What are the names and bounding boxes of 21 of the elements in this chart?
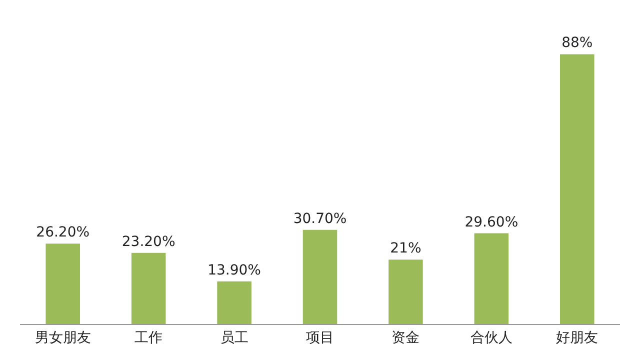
bar: [131, 252, 166, 324]
x-tick-label: 员工: [220, 330, 248, 346]
x-tick-label: 项目: [306, 330, 334, 346]
data-label: 13.90%: [208, 262, 261, 278]
data-label: 29.60%: [464, 214, 518, 230]
bar: [560, 54, 594, 324]
data-label: 26.20%: [36, 224, 90, 241]
x-tick-label: 男女朋友: [34, 330, 91, 346]
bar: [217, 281, 252, 324]
x-tick-label: 工作: [134, 330, 163, 346]
x-tick-label: 合伙人: [470, 330, 512, 346]
data-label: 30.70%: [293, 210, 347, 227]
bar: [302, 230, 338, 324]
bar: [388, 260, 423, 324]
x-tick-label: 好朋友: [556, 330, 598, 346]
x-tick-label: 资金: [392, 330, 420, 346]
bar: [474, 233, 509, 324]
data-label: 23.20%: [122, 234, 176, 250]
bar: [46, 244, 80, 324]
data-label: 21%: [390, 240, 422, 257]
data-label: 88%: [562, 35, 593, 52]
